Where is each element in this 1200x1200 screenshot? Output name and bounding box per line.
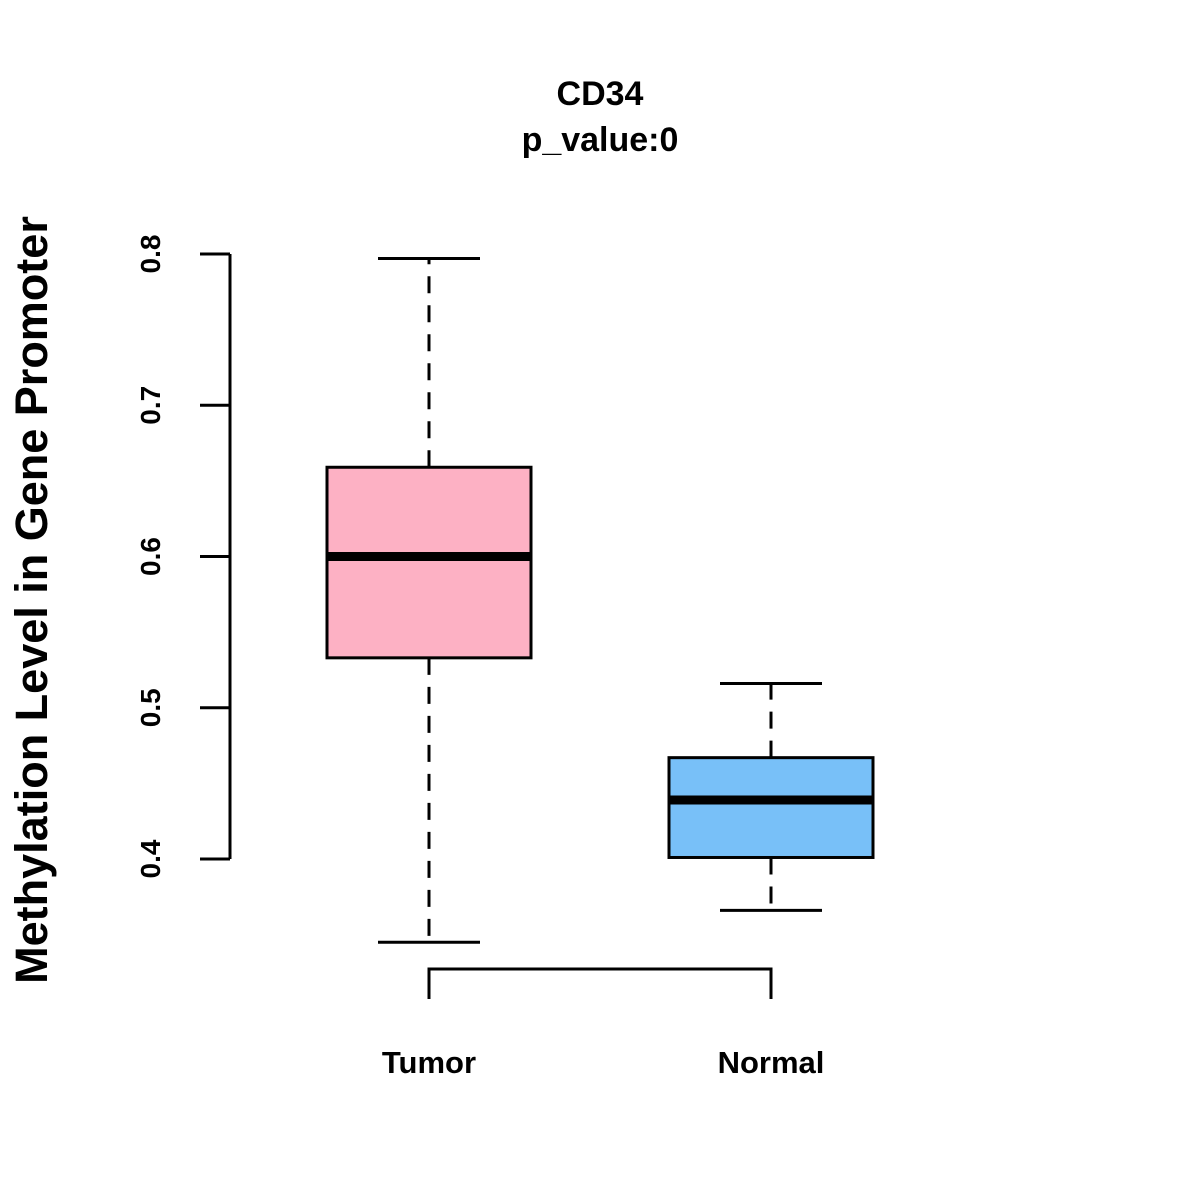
category-label-tumor: Tumor bbox=[382, 1045, 476, 1080]
box-iqr bbox=[667, 756, 875, 859]
box-tumor bbox=[325, 257, 533, 944]
y-tick-label: 0.4 bbox=[135, 839, 166, 878]
y-tick-label: 0.6 bbox=[135, 537, 166, 576]
y-tick-label: 0.7 bbox=[135, 386, 166, 425]
y-axis-label: Methylation Level in Gene Promoter bbox=[6, 216, 57, 984]
y-tick-label: 0.8 bbox=[135, 235, 166, 274]
box-iqr bbox=[325, 465, 533, 660]
bracket-line bbox=[427, 967, 773, 999]
category-labels: Tumor Normal bbox=[382, 1045, 824, 1080]
y-tick-label: 0.5 bbox=[135, 688, 166, 727]
chart-subtitle: p_value:0 bbox=[522, 121, 679, 159]
box-normal bbox=[667, 682, 875, 912]
y-axis: 0.4 0.5 0.6 0.7 0.8 bbox=[135, 235, 232, 878]
comparison-bracket bbox=[427, 967, 773, 999]
category-label-normal: Normal bbox=[718, 1045, 825, 1080]
chart-title: CD34 bbox=[557, 75, 644, 113]
boxes bbox=[325, 257, 875, 944]
